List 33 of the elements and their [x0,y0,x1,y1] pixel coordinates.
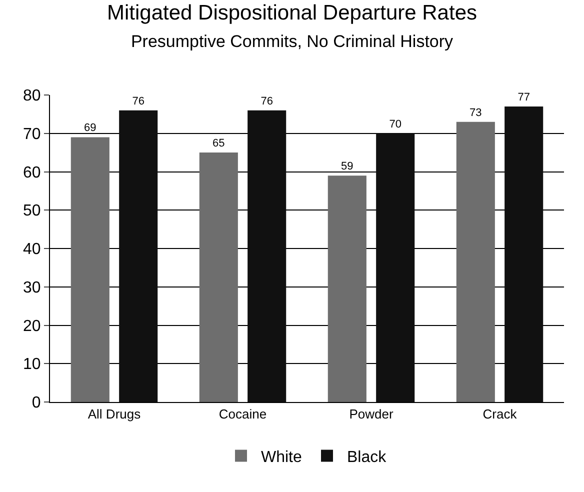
x-tick-label: Cocaine [218,406,267,422]
data-label: 76 [260,95,273,108]
y-tick-label: 70 [23,126,41,143]
bar [248,110,286,402]
x-tick-label: Powder [349,406,394,422]
data-label: 59 [341,160,354,173]
y-tick-label: 60 [23,164,41,182]
data-label: 77 [518,92,530,104]
data-label: 65 [212,138,225,150]
data-label: 76 [132,95,144,108]
y-tick-label: 40 [23,241,41,258]
bar [328,176,366,402]
x-tick-label: Crack [482,406,518,422]
y-tick-label: 50 [23,202,41,220]
legend-label: Black [347,448,388,466]
bar [456,122,495,402]
y-tick-label: 0 [32,394,41,412]
x-tick-label: All Drugs [88,406,142,422]
bar [199,152,238,402]
data-label: 70 [389,118,402,130]
bar [376,133,415,402]
y-tick-label: 10 [23,356,41,374]
y-tick-label: 30 [23,279,41,296]
y-tick-label: 80 [23,88,41,105]
bar [70,137,110,402]
data-label: 73 [470,106,482,119]
chart-title: Mitigated Dispositional Departure Rates [106,2,478,25]
legend-label: White [261,448,302,466]
bar [119,110,158,402]
data-label: 69 [84,122,96,134]
chart-subtitle: Presumptive Commits, No Criminal History [130,32,454,51]
bar [504,106,544,402]
y-tick-label: 20 [23,318,41,335]
